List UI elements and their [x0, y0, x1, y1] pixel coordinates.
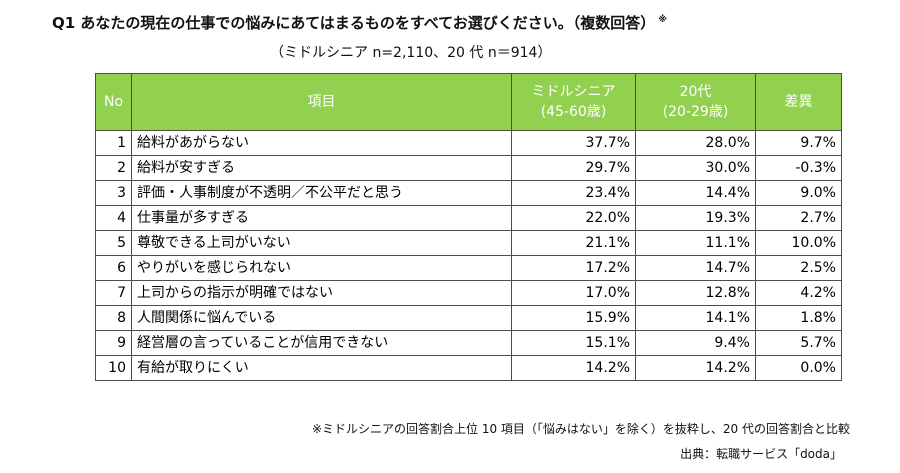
row-middle-senior-pct: 22.0%	[511, 205, 636, 231]
row-middle-senior-pct: 14.2%	[511, 355, 636, 381]
row-twenties-pct: 14.1%	[635, 305, 756, 331]
row-middle-senior-pct: 15.1%	[511, 330, 636, 356]
table-row: 8 人間関係に悩んでいる 15.9% 14.1% 1.8%	[95, 305, 842, 331]
row-twenties-pct: 14.7%	[635, 255, 756, 281]
row-item: 給料が安すぎる	[131, 155, 512, 181]
table-row: 3 評価・人事制度が不透明／不公平だと思う 23.4% 14.4% 9.0%	[95, 180, 842, 206]
row-item: 仕事量が多すぎる	[131, 205, 512, 231]
source-credit: 出典：転職サービス「doda」	[680, 447, 842, 461]
row-difference: 4.2%	[755, 280, 842, 306]
row-item: 上司からの指示が明確ではない	[131, 280, 512, 306]
row-difference: 9.7%	[755, 130, 842, 156]
table-row: 7 上司からの指示が明確ではない 17.0% 12.8% 4.2%	[95, 280, 842, 306]
header-difference: 差異	[755, 73, 842, 131]
row-twenties-pct: 14.4%	[635, 180, 756, 206]
row-number: 10	[95, 355, 132, 381]
sample-size-subtitle: （ミドルシニア n=2,110、20 代 n＝914）	[270, 45, 552, 61]
row-middle-senior-pct: 29.7%	[511, 155, 636, 181]
page-title: Q1 あなたの現在の仕事での悩みにあてはまるものをすべてお選びください。（複数回…	[52, 12, 872, 33]
row-middle-senior-pct: 15.9%	[511, 305, 636, 331]
row-number: 5	[95, 230, 132, 256]
row-number: 1	[95, 130, 132, 156]
row-middle-senior-pct: 17.2%	[511, 255, 636, 281]
survey-table: No 項目 ミドルシニア (45-60歳) 20代 (20-29歳) 差異 1 …	[95, 73, 842, 381]
title-text: Q1 あなたの現在の仕事での悩みにあてはまるものをすべてお選びください。（複数回…	[52, 14, 656, 32]
table-header: No 項目 ミドルシニア (45-60歳) 20代 (20-29歳) 差異	[95, 73, 842, 131]
header-twenties-label: 20代	[679, 84, 712, 100]
table-row: 1 給料があがらない 37.7% 28.0% 9.7%	[95, 130, 842, 156]
row-difference: 5.7%	[755, 330, 842, 356]
header-middle-senior: ミドルシニア (45-60歳)	[511, 73, 636, 131]
row-number: 9	[95, 330, 132, 356]
row-number: 8	[95, 305, 132, 331]
header-no: No	[95, 73, 132, 131]
row-item: 人間関係に悩んでいる	[131, 305, 512, 331]
row-middle-senior-pct: 17.0%	[511, 280, 636, 306]
row-item: 評価・人事制度が不透明／不公平だと思う	[131, 180, 512, 206]
header-item: 項目	[131, 73, 512, 131]
table-row: 10 有給が取りにくい 14.2% 14.2% 0.0%	[95, 355, 842, 381]
row-item: 給料があがらない	[131, 130, 512, 156]
row-middle-senior-pct: 21.1%	[511, 230, 636, 256]
row-difference: -0.3%	[755, 155, 842, 181]
table-row: 2 給料が安すぎる 29.7% 30.0% -0.3%	[95, 155, 842, 181]
table-row: 5 尊敬できる上司がいない 21.1% 11.1% 10.0%	[95, 230, 842, 256]
row-twenties-pct: 11.1%	[635, 230, 756, 256]
row-twenties-pct: 30.0%	[635, 155, 756, 181]
row-twenties-pct: 12.8%	[635, 280, 756, 306]
row-twenties-pct: 28.0%	[635, 130, 756, 156]
row-item: 尊敬できる上司がいない	[131, 230, 512, 256]
header-middle-senior-label: ミドルシニア	[531, 84, 616, 100]
row-difference: 2.5%	[755, 255, 842, 281]
row-item: 経営層の言っていることが信用できない	[131, 330, 512, 356]
table-row: 9 経営層の言っていることが信用できない 15.1% 9.4% 5.7%	[95, 330, 842, 356]
row-difference: 9.0%	[755, 180, 842, 206]
header-middle-senior-age: (45-60歳)	[540, 104, 607, 120]
row-number: 7	[95, 280, 132, 306]
header-twenties: 20代 (20-29歳)	[635, 73, 756, 131]
footnote: ※ミドルシニアの回答割合上位 10 項目（「悩みはない」を除く）を抜粋し、20 …	[311, 422, 850, 436]
row-number: 3	[95, 180, 132, 206]
row-number: 2	[95, 155, 132, 181]
header-twenties-age: (20-29歳)	[662, 104, 729, 120]
row-difference: 10.0%	[755, 230, 842, 256]
row-difference: 0.0%	[755, 355, 842, 381]
table-body: 1 給料があがらない 37.7% 28.0% 9.7% 2 給料が安すぎる 29…	[95, 130, 842, 381]
row-twenties-pct: 19.3%	[635, 205, 756, 231]
title-footnote-mark: ※	[658, 15, 667, 25]
table-row: 6 やりがいを感じられない 17.2% 14.7% 2.5%	[95, 255, 842, 281]
row-item: やりがいを感じられない	[131, 255, 512, 281]
row-item: 有給が取りにくい	[131, 355, 512, 381]
row-twenties-pct: 14.2%	[635, 355, 756, 381]
row-middle-senior-pct: 23.4%	[511, 180, 636, 206]
row-difference: 2.7%	[755, 205, 842, 231]
row-difference: 1.8%	[755, 305, 842, 331]
row-middle-senior-pct: 37.7%	[511, 130, 636, 156]
table-row: 4 仕事量が多すぎる 22.0% 19.3% 2.7%	[95, 205, 842, 231]
row-number: 4	[95, 205, 132, 231]
row-twenties-pct: 9.4%	[635, 330, 756, 356]
row-number: 6	[95, 255, 132, 281]
